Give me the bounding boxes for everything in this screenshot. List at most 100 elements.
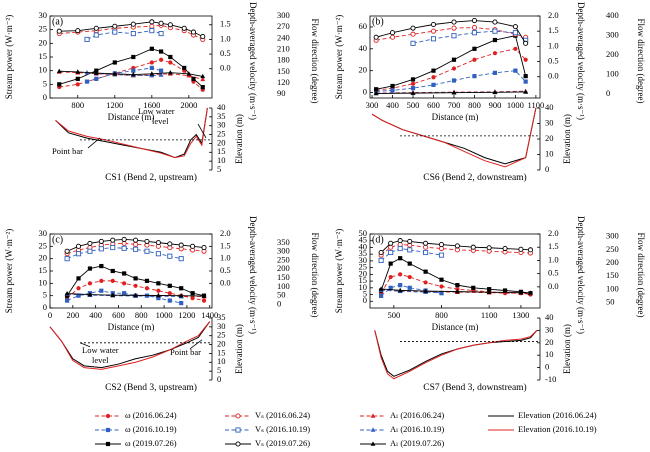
panel-caption: CS1 (Bend 2, upstream) [105, 172, 197, 183]
data-point [121, 236, 127, 242]
x-tick-label: 700 [448, 100, 461, 110]
y3-tick-label: 150 [277, 66, 290, 76]
data-point [99, 288, 104, 293]
y3-tick-label: 250 [606, 244, 619, 254]
y3-axis-label: Flow direction (degree) [636, 233, 646, 318]
data-point [133, 237, 139, 243]
legend-marker [370, 413, 376, 418]
series-line [66, 265, 205, 297]
data-point [471, 18, 478, 24]
data-point [451, 33, 457, 39]
data-point [398, 283, 403, 288]
y3-tick-label: 50 [606, 297, 615, 307]
annotation-arrow [87, 137, 101, 149]
y3-tick-label: 300 [277, 10, 290, 20]
x-tick-label: 400 [386, 100, 399, 110]
y3-tick-label: 200 [606, 49, 619, 59]
x-tick-label: 1100 [528, 100, 545, 110]
y1-tick-label: 5 [363, 288, 367, 298]
data-point [439, 284, 444, 289]
data-point [99, 278, 104, 283]
data-point [149, 71, 155, 76]
data-point [131, 54, 136, 60]
y2-tick-label: 1.0 [220, 253, 231, 263]
y3-axis-label: Flow direction (degree) [310, 233, 320, 318]
data-point [423, 280, 428, 285]
data-point [410, 25, 416, 31]
data-point [472, 46, 477, 51]
y1-tick-label: 20 [359, 268, 368, 278]
elevation-axis-label: Elevation (m) [562, 324, 572, 374]
data-point [523, 40, 529, 46]
data-point [423, 249, 429, 256]
y1-tick-label: 40 [359, 43, 368, 53]
data-point [87, 240, 93, 246]
data-point [158, 68, 164, 73]
data-point [487, 287, 492, 292]
elevation-line [49, 321, 211, 370]
data-point [201, 298, 207, 303]
data-point [149, 60, 154, 65]
data-point [407, 247, 413, 253]
y1-tick-label: 60 [359, 21, 368, 31]
data-point [513, 46, 518, 51]
elevation-line [374, 330, 538, 377]
data-point [471, 30, 478, 36]
data-point [430, 28, 437, 34]
data-point [87, 248, 93, 254]
data-point [167, 283, 172, 288]
data-point [144, 238, 150, 244]
panel-label: (b) [372, 16, 384, 27]
data-point [373, 90, 379, 96]
data-point [110, 268, 115, 274]
legend-item: Aₗ (2019.07.26) [360, 438, 444, 448]
panel-caption: CS6 (Bend 2, downstream) [423, 172, 526, 183]
y1-tick-label: 30 [39, 228, 48, 238]
data-point [190, 29, 197, 35]
data-point [431, 82, 436, 87]
y1-tick-label: 0 [363, 295, 367, 305]
y1-axis-label: Stream power (W·m⁻²) [334, 15, 344, 99]
annotation: Low water [138, 106, 175, 116]
y3-tick-label: 240 [277, 32, 290, 42]
data-point [94, 76, 99, 81]
data-point [149, 46, 154, 51]
data-point [410, 90, 416, 95]
elevation-tick-label: 0 [545, 164, 549, 174]
data-point [186, 71, 192, 76]
data-point [179, 300, 184, 306]
y3-tick-label: 300 [606, 231, 619, 241]
y1-tick-label: 25 [39, 24, 48, 34]
x-tick-label: 0 [48, 310, 52, 320]
elevation-tick-label: 5 [217, 164, 221, 174]
y3-tick-label: 200 [606, 257, 619, 267]
data-point [200, 84, 205, 90]
data-point [190, 291, 195, 296]
data-point [410, 40, 416, 46]
data-point [528, 290, 533, 295]
data-point [438, 252, 445, 258]
y2-tick-label: 2.0 [548, 228, 559, 238]
data-point [64, 256, 70, 262]
data-point [451, 19, 457, 25]
legend-marker [235, 441, 241, 447]
legend-label: ω (2016.06.24) [125, 410, 177, 420]
y1-tick-label: 20 [39, 37, 48, 47]
legend-item: Elevation (2016.06.24) [488, 410, 597, 420]
data-point [98, 238, 104, 244]
y1-tick-label: 10 [39, 277, 48, 287]
data-point [390, 83, 395, 89]
elevation-tick-label: 30 [217, 321, 226, 331]
data-point [110, 245, 116, 251]
y3-tick-label: 300 [606, 29, 619, 39]
elevation-tick-label: -10 [545, 374, 556, 384]
data-point [451, 90, 457, 95]
y1-tick-label: 10 [39, 65, 48, 75]
data-point [122, 271, 127, 276]
data-point [388, 274, 393, 280]
elevation-tick-label: 15 [217, 146, 226, 156]
legend-item: Aₗ (2016.10.19) [360, 424, 444, 434]
data-point [84, 79, 90, 84]
data-point [492, 70, 498, 75]
